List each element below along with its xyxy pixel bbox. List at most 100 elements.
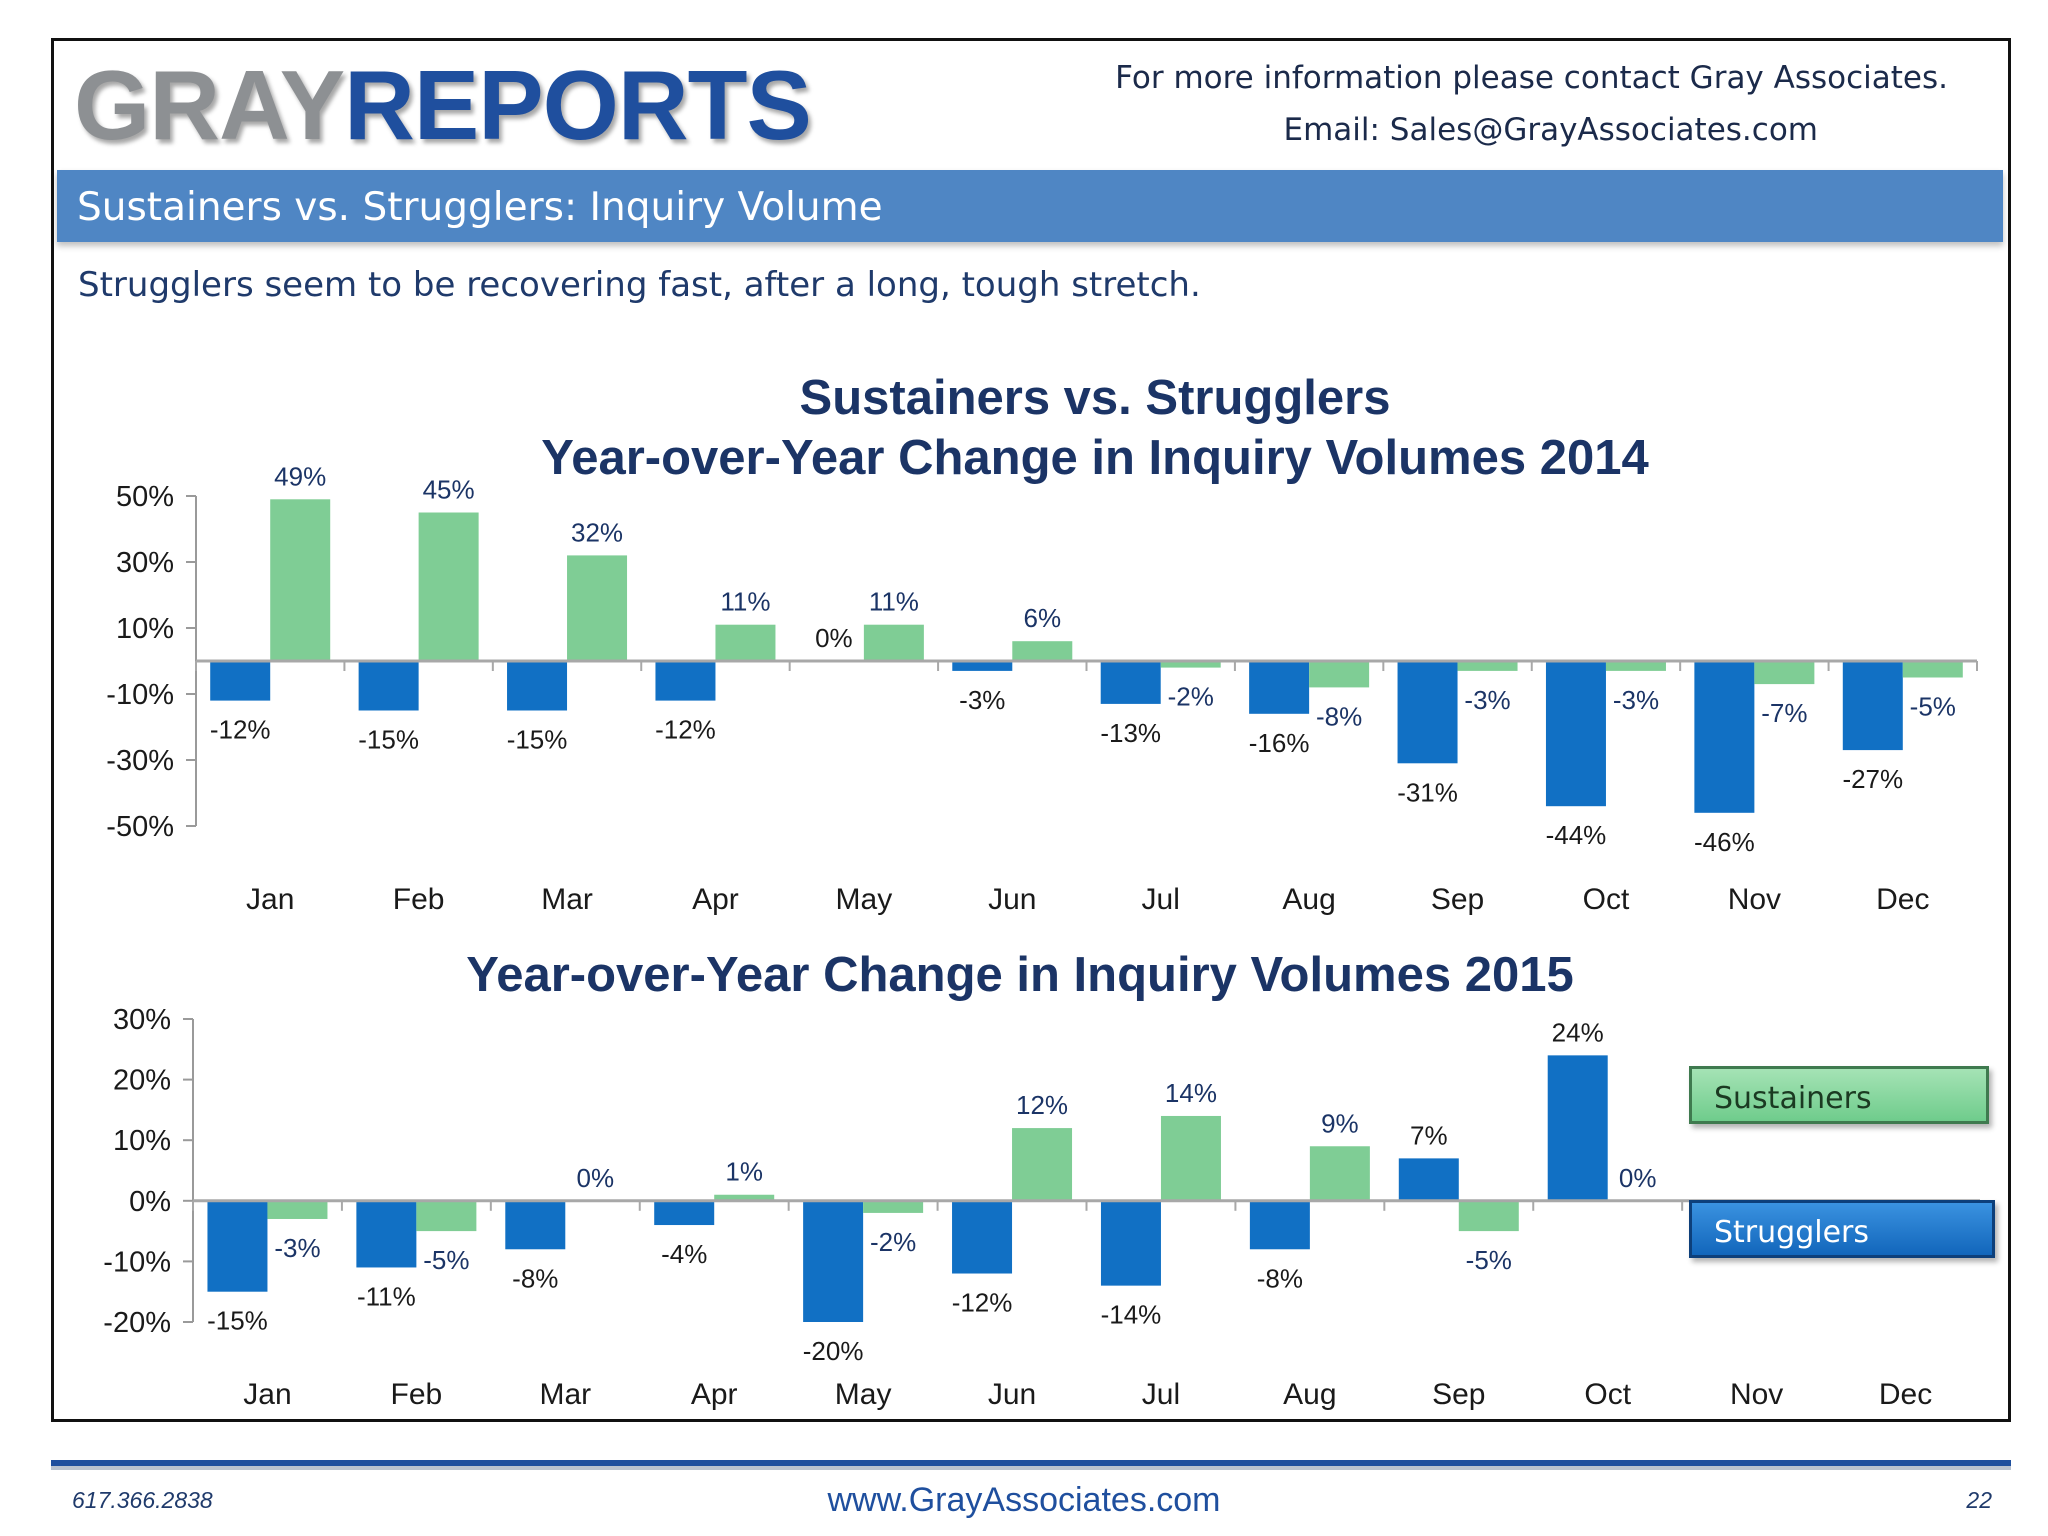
bar-sustainers-may: [863, 624, 924, 661]
contact-line: For more information please contact Gray…: [1115, 60, 1948, 96]
category-label: Apr: [691, 1378, 738, 1411]
category-label: May: [835, 1378, 892, 1411]
bar-sustainers-jan: [270, 499, 331, 661]
bar-sustainers-jun: [1012, 1128, 1073, 1201]
data-label: 0%: [577, 1163, 615, 1193]
category-label: Feb: [391, 1378, 443, 1411]
chart-1-title-line-2: Year-over-Year Change in Inquiry Volumes…: [541, 431, 1649, 485]
y-tick-label: 20%: [113, 1065, 171, 1097]
data-label: 24%: [1552, 1017, 1604, 1047]
y-tick-label: -10%: [103, 1246, 171, 1278]
category-label: Jul: [1142, 883, 1180, 916]
data-label: -8%: [512, 1263, 558, 1293]
bar-sustainers-feb: [418, 512, 479, 661]
data-label: -3%: [959, 685, 1005, 715]
chart-1-title-line-1: Sustainers vs. Strugglers: [799, 371, 1391, 425]
bar-strugglers-oct: [1547, 1055, 1608, 1201]
data-label: 11%: [720, 587, 770, 617]
data-label: -16%: [1249, 728, 1310, 758]
legend-sustainers: Sustainers: [1689, 1066, 1989, 1124]
section-banner: Sustainers vs. Strugglers: Inquiry Volum…: [57, 170, 2003, 242]
bar-strugglers-apr: [654, 1200, 715, 1226]
data-label: -12%: [210, 715, 271, 745]
legend-strugglers: Strugglers: [1689, 1200, 1995, 1258]
data-label: -11%: [357, 1281, 416, 1311]
data-label: 0%: [815, 623, 853, 653]
legend-strugglers-label: Strugglers: [1714, 1215, 1869, 1250]
data-label: -3%: [1464, 685, 1510, 715]
data-label: -14%: [1101, 1300, 1162, 1330]
y-tick-label: -50%: [106, 811, 174, 843]
data-label: -5%: [1466, 1245, 1512, 1275]
category-label: Nov: [1728, 883, 1781, 916]
y-tick-label: 10%: [116, 613, 174, 645]
bar-strugglers-may: [803, 1200, 864, 1322]
data-label: -8%: [1257, 1263, 1303, 1293]
bar-sustainers-aug: [1309, 661, 1370, 688]
bar-sustainers-may: [863, 1200, 924, 1213]
bar-sustainers-dec: [1902, 661, 1963, 678]
bar-sustainers-apr: [714, 1194, 775, 1201]
bar-strugglers-mar: [505, 1200, 566, 1250]
data-label: -8%: [1316, 701, 1362, 731]
category-label: Jun: [988, 1378, 1036, 1411]
category-label: Jan: [243, 1378, 291, 1411]
data-label: -12%: [655, 715, 716, 745]
data-label: -31%: [1397, 777, 1458, 807]
data-label: -46%: [1694, 827, 1755, 857]
bar-strugglers-nov: [1694, 661, 1755, 813]
bar-sustainers-oct: [1605, 661, 1666, 671]
category-label: Jan: [246, 883, 294, 916]
bar-sustainers-feb: [416, 1200, 477, 1232]
bar-strugglers-jul: [1100, 1200, 1161, 1286]
category-label: Dec: [1879, 1378, 1932, 1411]
contact-info: For more information please contact Gray…: [1115, 52, 1948, 156]
y-tick-label: 10%: [113, 1125, 171, 1157]
y-tick-label: -20%: [103, 1307, 171, 1339]
data-label: -2%: [870, 1227, 916, 1257]
bar-sustainers-jan: [267, 1200, 328, 1219]
footer-phone: 617.366.2838: [72, 1487, 213, 1513]
category-label: Apr: [692, 883, 739, 916]
data-label: 0%: [1619, 1163, 1657, 1193]
data-label: 7%: [1410, 1120, 1448, 1150]
category-label: Sep: [1432, 1378, 1485, 1411]
footer-website-link[interactable]: www.GrayAssociates.com: [827, 1481, 1221, 1519]
footer-rule-shadow: [51, 1466, 2011, 1470]
data-label: 14%: [1165, 1078, 1217, 1108]
data-label: 6%: [1024, 603, 1062, 633]
data-label: -7%: [1761, 698, 1807, 728]
bar-sustainers-jun: [1012, 641, 1073, 661]
chart-2-title: Year-over-Year Change in Inquiry Volumes…: [466, 948, 1574, 1002]
slide-frame: [51, 38, 2011, 1422]
bar-strugglers-sep: [1397, 661, 1458, 764]
data-label: 1%: [725, 1157, 763, 1187]
y-tick-label: 30%: [116, 547, 174, 579]
y-tick-label: -10%: [106, 679, 174, 711]
bar-sustainers-aug: [1309, 1146, 1370, 1201]
contact-email[interactable]: Email: Sales@GrayAssociates.com: [1283, 112, 1819, 148]
category-label: Nov: [1730, 1378, 1783, 1411]
bar-strugglers-apr: [655, 661, 716, 701]
bar-sustainers-nov: [1754, 661, 1815, 685]
data-label: 49%: [274, 461, 326, 491]
bar-strugglers-jan: [210, 661, 271, 701]
data-label: -12%: [952, 1288, 1013, 1318]
data-label: -5%: [423, 1245, 469, 1275]
data-label: 12%: [1016, 1090, 1068, 1120]
category-label: Feb: [393, 883, 445, 916]
data-label: 45%: [423, 475, 475, 505]
data-label: -3%: [1613, 685, 1659, 715]
bar-sustainers-mar: [567, 555, 628, 661]
bar-strugglers-feb: [356, 1200, 417, 1268]
category-label: Dec: [1876, 883, 1929, 916]
category-label: Jun: [988, 883, 1036, 916]
data-label: -44%: [1546, 820, 1607, 850]
slide-subtitle: Strugglers seem to be recovering fast, a…: [78, 265, 1201, 305]
y-tick-label: 30%: [113, 1004, 171, 1036]
bar-sustainers-jul: [1160, 661, 1221, 668]
category-label: Aug: [1282, 883, 1335, 916]
banner-title: Sustainers vs. Strugglers: Inquiry Volum…: [77, 185, 883, 230]
